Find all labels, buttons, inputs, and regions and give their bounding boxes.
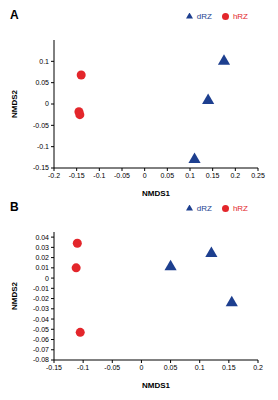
svg-text:0: 0 [143, 172, 147, 179]
svg-text:-0.1: -0.1 [37, 143, 49, 150]
svg-text:-0.03: -0.03 [33, 305, 49, 312]
svg-text:0.05: 0.05 [161, 172, 175, 179]
svg-text:0.1: 0.1 [195, 364, 205, 371]
svg-text:-0.2: -0.2 [48, 172, 60, 179]
svg-text:-0.05: -0.05 [114, 172, 130, 179]
html-text:A: A [10, 8, 19, 22]
svg-text:0.05: 0.05 [35, 79, 49, 86]
svg-text:-0.05: -0.05 [104, 364, 120, 371]
svg-text:-0.02: -0.02 [33, 295, 49, 302]
svg-text:NMDS1: NMDS1 [142, 381, 171, 390]
html-text:B: B [10, 200, 19, 214]
html-text:dRZ: dRZ [196, 12, 212, 21]
svg-text:0: 0 [45, 100, 49, 107]
svg-text:0.25: 0.25 [251, 172, 265, 179]
svg-text:0.04: 0.04 [35, 234, 49, 241]
html-text:hRZ: hRZ [232, 204, 248, 213]
svg-text:0.03: 0.03 [35, 244, 49, 251]
svg-text:-0.1: -0.1 [93, 172, 105, 179]
svg-text:-0.01: -0.01 [33, 285, 49, 292]
svg-text:-0.15: -0.15 [46, 364, 62, 371]
svg-text:-0.15: -0.15 [69, 172, 85, 179]
svg-text:0.15: 0.15 [222, 364, 236, 371]
svg-text:-0.1: -0.1 [77, 364, 89, 371]
svg-text:0.01: 0.01 [35, 264, 49, 271]
svg-text:-0.04: -0.04 [33, 316, 49, 323]
svg-text:0.2: 0.2 [230, 172, 240, 179]
svg-text:0: 0 [45, 275, 49, 282]
svg-text:NMDS2: NMDS2 [10, 281, 19, 310]
html-text:dRZ: dRZ [196, 204, 212, 213]
svg-text:0.05: 0.05 [164, 364, 178, 371]
svg-text:-0.08: -0.08 [33, 356, 49, 363]
svg-text:-0.06: -0.06 [33, 336, 49, 343]
svg-text:-0.05: -0.05 [33, 122, 49, 129]
svg-text:0.1: 0.1 [185, 172, 195, 179]
html-text:hRZ: hRZ [232, 12, 248, 21]
svg-text:NMDS2: NMDS2 [10, 89, 19, 118]
svg-text:0: 0 [139, 364, 143, 371]
svg-text:NMDS1: NMDS1 [142, 189, 171, 198]
svg-text:0.2: 0.2 [253, 364, 263, 371]
svg-text:0.15: 0.15 [206, 172, 220, 179]
svg-text:0.1: 0.1 [39, 58, 49, 65]
svg-text:-0.15: -0.15 [33, 164, 49, 171]
svg-text:-0.07: -0.07 [33, 346, 49, 353]
svg-text:-0.05: -0.05 [33, 326, 49, 333]
svg-text:0.02: 0.02 [35, 254, 49, 261]
